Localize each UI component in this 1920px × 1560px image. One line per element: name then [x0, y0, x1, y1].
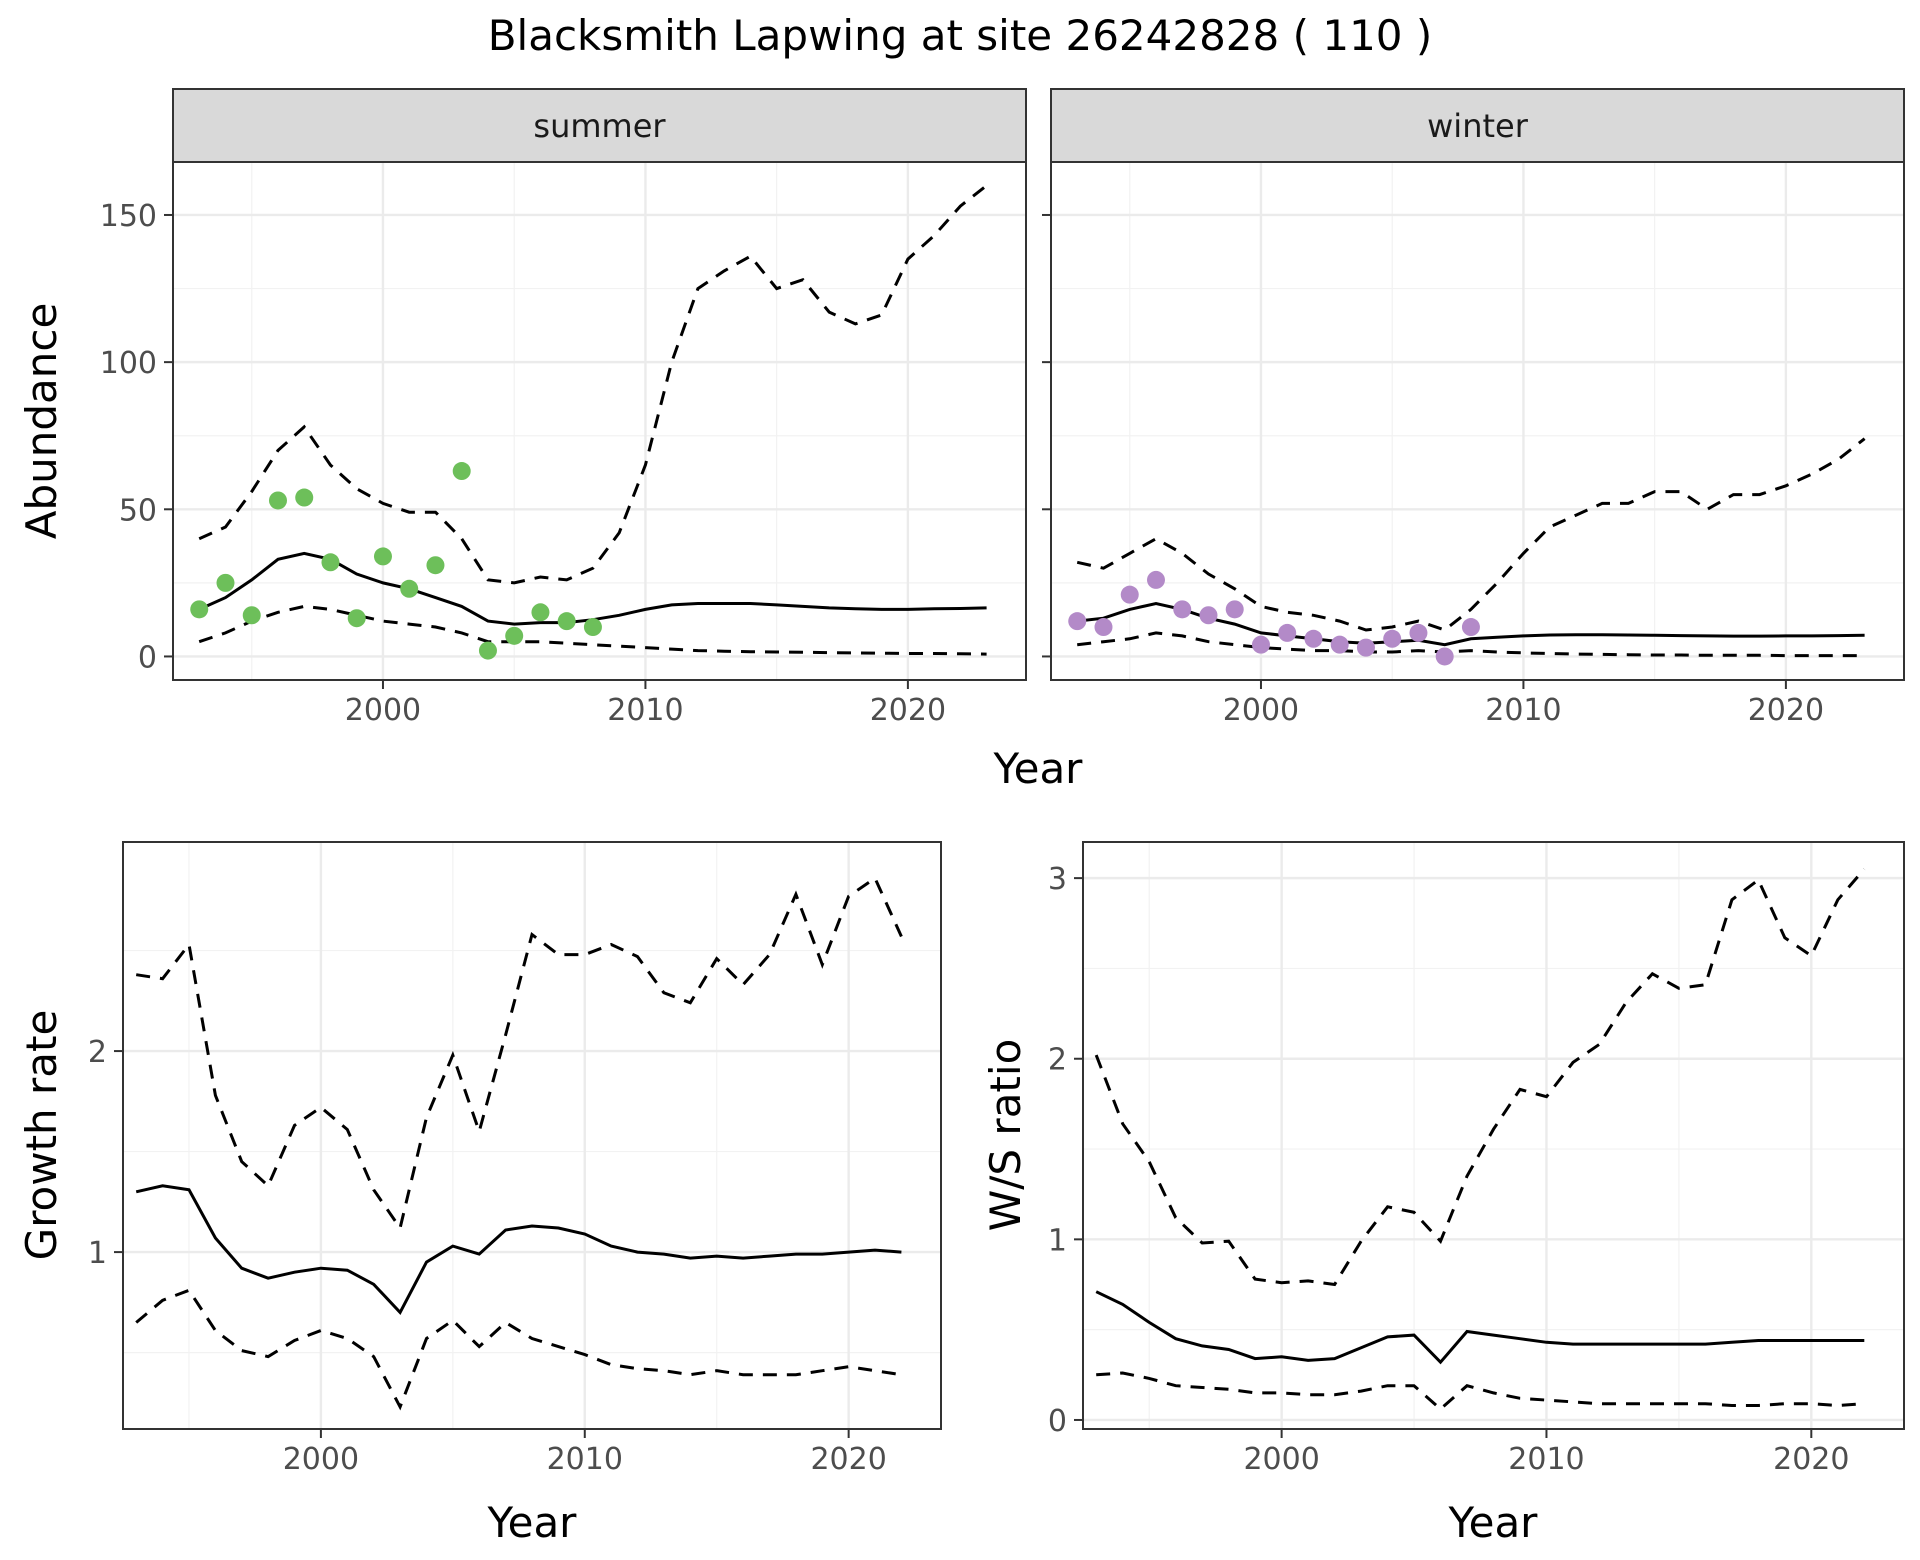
summer-data-point	[426, 556, 445, 575]
summer-grid	[173, 162, 1026, 680]
winter-data-point	[1068, 612, 1087, 631]
summer-data-point	[557, 612, 576, 631]
winter-data-point	[1146, 570, 1165, 589]
summer-data-point	[242, 606, 261, 625]
ratio-data	[1094, 868, 1866, 1412]
winter-data-point	[1173, 600, 1192, 619]
x-tick-label: 2010	[1508, 1442, 1584, 1477]
y-tick-label: 1	[1048, 1223, 1067, 1258]
summer-data-point	[373, 547, 392, 566]
winter-data-point	[1120, 585, 1139, 604]
x-tick-label: 2000	[283, 1442, 359, 1477]
y-tick-label: 1	[88, 1236, 107, 1271]
y-tick-label: 100	[100, 346, 157, 381]
summer-data-point	[478, 641, 497, 660]
y-tick-label: 150	[100, 199, 157, 234]
summer-data-point	[321, 553, 340, 572]
x-tick-label: 2020	[810, 1442, 886, 1477]
y-tick-label: 2	[1048, 1043, 1067, 1078]
x-tick-label: 2010	[1485, 693, 1561, 728]
ratio-panel: 2000 2010 2020 0 1 2 3	[1048, 841, 1905, 1477]
summer-data-point	[583, 618, 602, 637]
y-tick-label: 2	[88, 1035, 107, 1070]
ratio-y-axis-title: W/S ratio	[981, 1039, 1030, 1232]
x-tick-label: 2000	[1223, 693, 1299, 728]
x-tick-label: 2010	[607, 693, 683, 728]
growth-data	[135, 875, 903, 1411]
winter-data-point	[1409, 623, 1428, 642]
winter-ticks: 2000 2010 2020	[1042, 213, 1824, 728]
winter-data-point	[1330, 635, 1349, 654]
summer-path-estimate	[198, 551, 987, 626]
summer-panel-border	[172, 161, 1027, 681]
figure-title: Blacksmith Lapwing at site 26242828 ( 11…	[488, 11, 1433, 60]
summer-data-point	[452, 462, 471, 481]
winter-data-point	[1435, 647, 1454, 666]
top-x-axis-title: Year	[993, 744, 1084, 793]
growth-x-axis-title: Year	[487, 1498, 578, 1547]
summer-data-point	[268, 491, 287, 510]
winter-path-lower-ci	[1077, 631, 1865, 658]
winter-data-point	[1278, 623, 1297, 642]
summer-strip	[172, 88, 1027, 163]
winter-data-point	[1461, 618, 1480, 637]
summer-data-point	[505, 626, 524, 645]
x-tick-label: 2010	[547, 1442, 623, 1477]
x-tick-label: 2020	[1748, 693, 1824, 728]
winter-data-point	[1225, 600, 1244, 619]
winter-strip-label: winter	[1427, 107, 1529, 145]
winter-data-point	[1199, 606, 1218, 625]
winter-strip	[1050, 88, 1905, 163]
growth-panel-border	[122, 841, 942, 1430]
ratio-grid	[1083, 842, 1904, 1429]
summer-data	[190, 184, 988, 660]
growth-path-lower-ci	[135, 1288, 902, 1411]
summer-strip-label: summer	[533, 107, 666, 145]
x-tick-label: 2000	[345, 693, 421, 728]
summer-data-point	[216, 573, 235, 592]
summer-path-upper-ci	[198, 184, 988, 585]
growth-path-upper-ci	[135, 875, 903, 1232]
winter-data-point	[1094, 618, 1113, 637]
summer-panel: summer 2000 2010 2020 0 50 100 150	[100, 88, 1027, 728]
x-tick-label: 2020	[1773, 1442, 1849, 1477]
summer-data-point	[190, 600, 209, 619]
y-tick-label: 50	[119, 493, 157, 528]
ratio-panel-border	[1082, 841, 1905, 1430]
x-tick-label: 2020	[870, 693, 946, 728]
growth-ticks: 2000 2010 2020 1 2	[88, 1035, 887, 1477]
ratio-path-estimate	[1095, 1290, 1865, 1365]
x-tick-label: 2000	[1243, 1442, 1319, 1477]
ratio-path-upper-ci	[1094, 868, 1866, 1287]
winter-data	[1068, 437, 1866, 666]
summer-data-point	[347, 609, 366, 628]
growth-path-estimate	[135, 1184, 902, 1315]
growth-panel: 2000 2010 2020 1 2	[88, 841, 942, 1477]
y-tick-label: 3	[1048, 862, 1067, 897]
winter-data-point	[1383, 629, 1402, 648]
growth-y-axis-title: Growth rate	[17, 1010, 66, 1261]
y-tick-label: 0	[138, 640, 157, 675]
summer-ticks: 2000 2010 2020 0 50 100 150	[100, 199, 946, 728]
summer-data-point	[400, 579, 419, 598]
winter-path-upper-ci	[1076, 437, 1866, 632]
ratio-ticks: 2000 2010 2020 0 1 2 3	[1048, 862, 1850, 1477]
winter-data-point	[1356, 638, 1375, 657]
winter-panel: winter 2000 2010 2020	[1042, 88, 1905, 728]
summer-data-point	[295, 488, 314, 507]
summer-data-point	[531, 603, 550, 622]
winter-data-point	[1251, 635, 1270, 654]
winter-data-point	[1304, 629, 1323, 648]
winter-grid	[1051, 162, 1904, 680]
y-tick-label: 0	[1048, 1404, 1067, 1439]
growth-grid	[123, 842, 941, 1429]
ratio-path-lower-ci	[1096, 1371, 1865, 1412]
abundance-y-axis-title: Abundance	[17, 303, 66, 540]
ratio-x-axis-title: Year	[1448, 1498, 1539, 1547]
winter-panel-border	[1050, 161, 1905, 681]
